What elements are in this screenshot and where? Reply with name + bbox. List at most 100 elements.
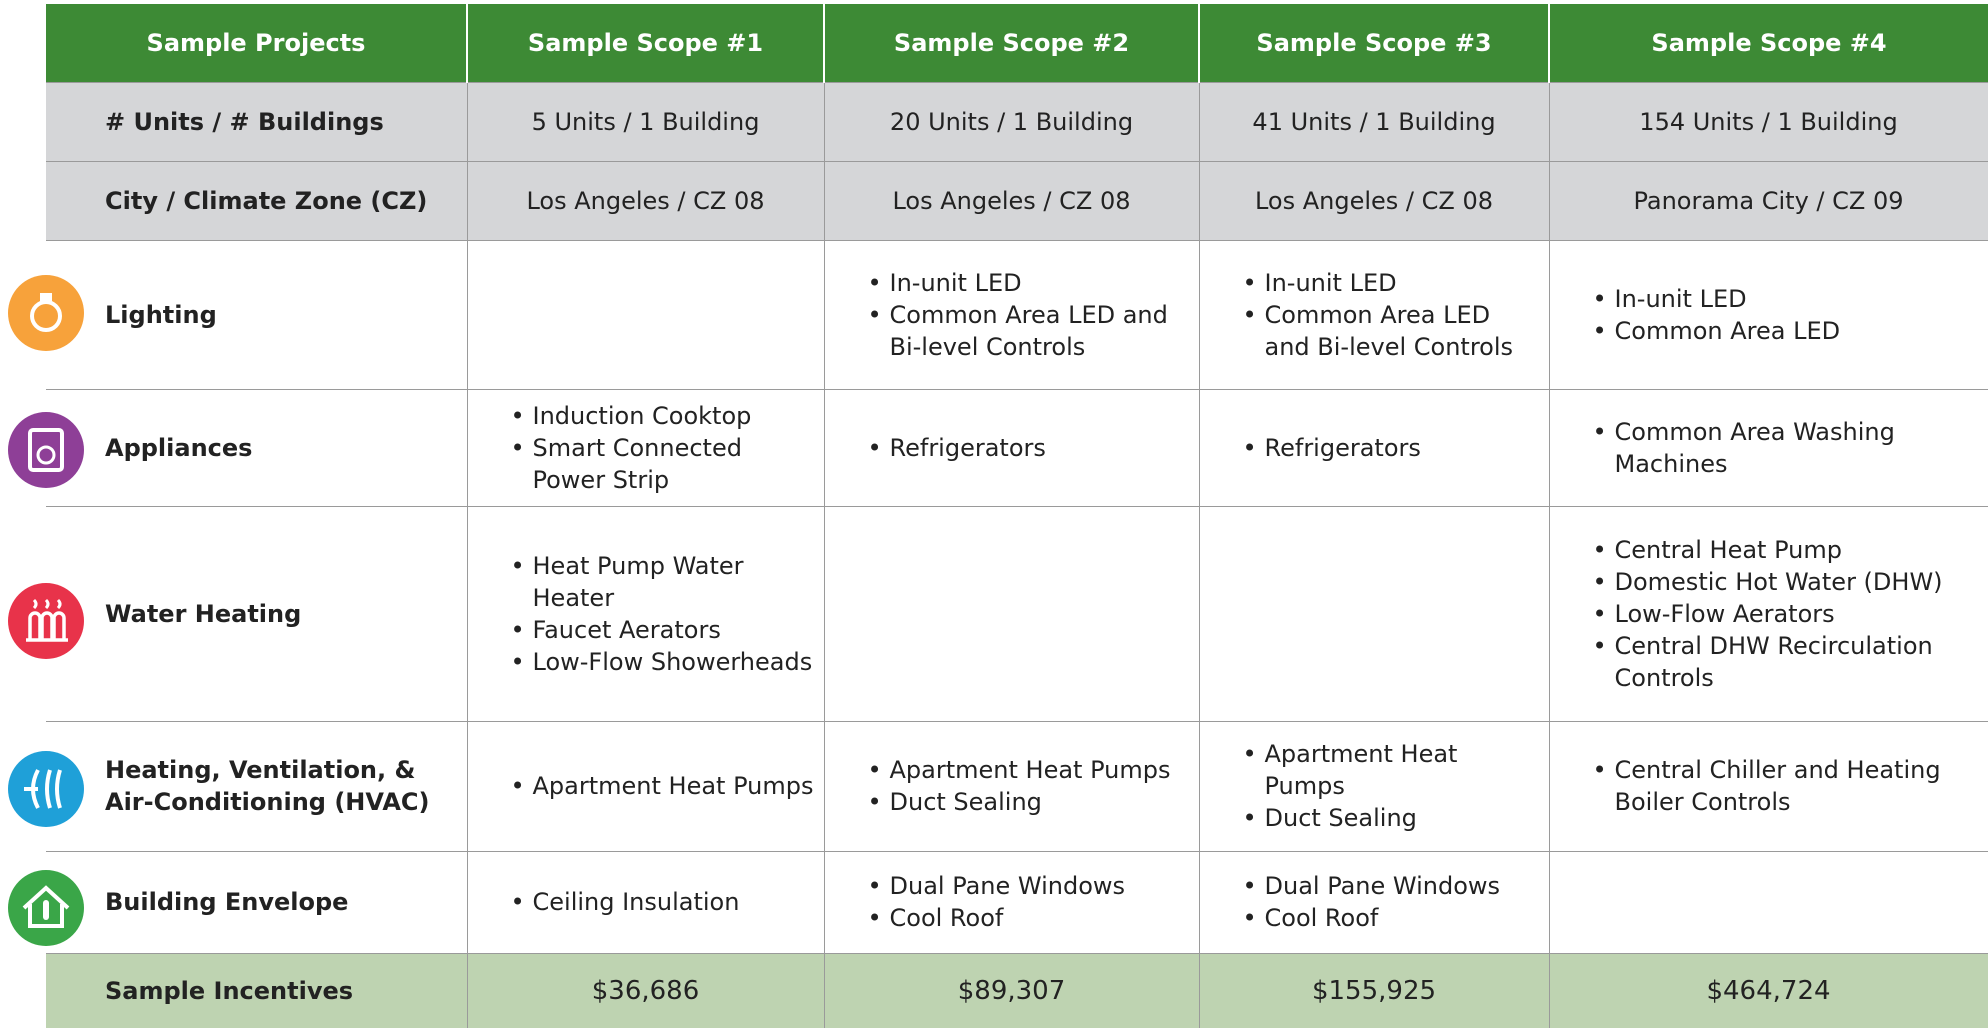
cell: Los Angeles / CZ 08 [466, 160, 825, 241]
bullet-item: Apartment Heat Pumps [1243, 738, 1543, 802]
cell: $155,925 [1198, 952, 1550, 1028]
row-label: # Units / # Buildings [46, 81, 468, 162]
cell: Dual Pane WindowsCool Roof [1198, 850, 1550, 954]
cell: Induction CooktopSmart Connected Power S… [466, 388, 825, 507]
cell: $89,307 [823, 952, 1200, 1028]
bullet-item: Apartment Heat Pumps [868, 754, 1193, 786]
bullet-list: Apartment Heat PumpsDuct Sealing [1200, 738, 1549, 834]
bullet-item: Ceiling Insulation [511, 886, 818, 918]
row-label: Lighting [46, 239, 468, 390]
header-cell: Sample Scope #4 [1548, 4, 1988, 82]
bullet-item: In-unit LED [1243, 267, 1543, 299]
cell: Refrigerators [1198, 388, 1550, 507]
cell: Refrigerators [823, 388, 1200, 507]
scope-table: Sample Projects Sample Scope #1 Sample Sco… [46, 4, 1988, 1028]
bullet-list: Common Area Washing Machines [1550, 416, 1988, 480]
cell: Los Angeles / CZ 08 [823, 160, 1200, 241]
bullet-list: Central Chiller and Heating Boiler Contr… [1550, 754, 1988, 818]
row: Water HeatingHeat Pump Water HeaterFauce… [46, 505, 1988, 722]
row-label: Building Envelope [46, 850, 468, 954]
bullet-list: In-unit LEDCommon Area LED [1550, 283, 1988, 347]
bullet-item: Domestic Hot Water (DHW) [1593, 566, 1982, 598]
bullet-item: Dual Pane Windows [868, 870, 1193, 902]
row: Sample Incentives $36,686 $89,307 $155,925 $… [46, 952, 1988, 1028]
row-label: Appliances [46, 388, 468, 507]
bullet-item: Cool Roof [868, 902, 1193, 934]
cell: In-unit LEDCommon Area LED [1548, 239, 1988, 390]
appliances-icon [8, 412, 84, 488]
cell [466, 239, 825, 390]
header-row: Sample Projects Sample Scope #1 Sample Sco… [46, 4, 1988, 82]
row-label: Heating, Ventilation, & Air-Conditioning… [46, 720, 468, 852]
lighting-icon [8, 275, 84, 351]
bullet-item: Cool Roof [1243, 902, 1543, 934]
cell: Panorama City / CZ 09 [1548, 160, 1988, 241]
bullet-item: Central Heat Pump [1593, 534, 1982, 566]
bullet-item: Common Area LED and Bi-level Controls [1243, 299, 1543, 363]
cell: Ceiling Insulation [466, 850, 825, 954]
bullet-list: Dual Pane WindowsCool Roof [825, 870, 1199, 934]
bullet-item: In-unit LED [1593, 283, 1982, 315]
row: AppliancesInduction CooktopSmart Connect… [46, 388, 1988, 507]
cell: $36,686 [466, 952, 825, 1028]
bullet-list: Induction CooktopSmart Connected Power S… [468, 400, 824, 496]
header-cell: Sample Scope #2 [823, 4, 1199, 82]
row-label: Sample Incentives [46, 952, 468, 1028]
bullet-item: Heat Pump Water Heater [511, 550, 818, 614]
cell: Heat Pump Water HeaterFaucet AeratorsLow… [466, 505, 825, 722]
cell: Apartment Heat Pumps [466, 720, 825, 852]
cell: 5 Units / 1 Building [466, 81, 825, 162]
cell: 41 Units / 1 Building [1198, 81, 1550, 162]
bullet-list: Heat Pump Water HeaterFaucet AeratorsLow… [468, 550, 824, 678]
icons [8, 275, 84, 946]
cell: Los Angeles / CZ 08 [1198, 160, 1550, 241]
bullet-item: Dual Pane Windows [1243, 870, 1543, 902]
cell: Apartment Heat PumpsDuct Sealing [823, 720, 1200, 852]
hvac-icon [8, 751, 84, 827]
bullet-list: Apartment Heat Pumps [468, 770, 824, 802]
bullet-list: Refrigerators [825, 432, 1199, 464]
bullet-item: Central DHW Recirculation Controls [1593, 630, 1982, 694]
bullet-item: Common Area LED [1593, 315, 1982, 347]
cell [1198, 505, 1550, 722]
cell: In-unit LEDCommon Area LED and Bi-level … [823, 239, 1200, 390]
bullet-item: In-unit LED [868, 267, 1193, 299]
row: Heating, Ventilation, & Air-Conditioning… [46, 720, 1988, 852]
cell: In-unit LEDCommon Area LED and Bi-level … [1198, 239, 1550, 390]
bullet-item: Duct Sealing [868, 786, 1193, 818]
bullet-list: In-unit LEDCommon Area LED and Bi-level … [825, 267, 1199, 363]
envelope-icon [8, 870, 84, 946]
bullet-item: Smart Connected Power Strip [511, 432, 818, 496]
row: City / Climate Zone (CZ) Los Angeles / CZ… [46, 160, 1988, 241]
cell: $464,724 [1548, 952, 1988, 1028]
cell: Apartment Heat PumpsDuct Sealing [1198, 720, 1550, 852]
cell [823, 505, 1200, 722]
cell: 154 Units / 1 Building [1548, 81, 1988, 162]
bullet-list: Dual Pane WindowsCool Roof [1200, 870, 1549, 934]
row: # Units / # Buildings 5 Units / 1 Buildin… [46, 81, 1988, 162]
bullet-list: Central Heat PumpDomestic Hot Water (DHW… [1550, 534, 1988, 694]
cell: Common Area Washing Machines [1548, 388, 1988, 507]
bullet-list: Ceiling Insulation [468, 886, 824, 918]
bullet-list: In-unit LEDCommon Area LED and Bi-level … [1200, 267, 1549, 363]
bullet-item: Common Area LED and Bi-level Controls [868, 299, 1193, 363]
bullet-item: Central Chiller and Heating Boiler Contr… [1593, 754, 1982, 818]
bullet-item: Refrigerators [1243, 432, 1543, 464]
cell: Dual Pane WindowsCool Roof [823, 850, 1200, 954]
bullet-list: Apartment Heat PumpsDuct Sealing [825, 754, 1199, 818]
bullet-item: Induction Cooktop [511, 400, 818, 432]
bullet-item: Low-Flow Aerators [1593, 598, 1982, 630]
header-cell: Sample Projects [46, 4, 467, 82]
header-cell: Sample Scope #3 [1198, 4, 1549, 82]
row-label: City / Climate Zone (CZ) [46, 160, 468, 241]
cell: Central Chiller and Heating Boiler Contr… [1548, 720, 1988, 852]
row: LightingIn-unit LEDCommon Area LED and B… [46, 239, 1988, 390]
bullet-item: Low-Flow Showerheads [511, 646, 818, 678]
bullet-list: Refrigerators [1200, 432, 1549, 464]
cell: 20 Units / 1 Building [823, 81, 1200, 162]
row: Building EnvelopeCeiling InsulationDual … [46, 850, 1988, 954]
bullet-item: Duct Sealing [1243, 802, 1543, 834]
cell: Central Heat PumpDomestic Hot Water (DHW… [1548, 505, 1988, 722]
header-cell: Sample Scope #1 [466, 4, 824, 82]
